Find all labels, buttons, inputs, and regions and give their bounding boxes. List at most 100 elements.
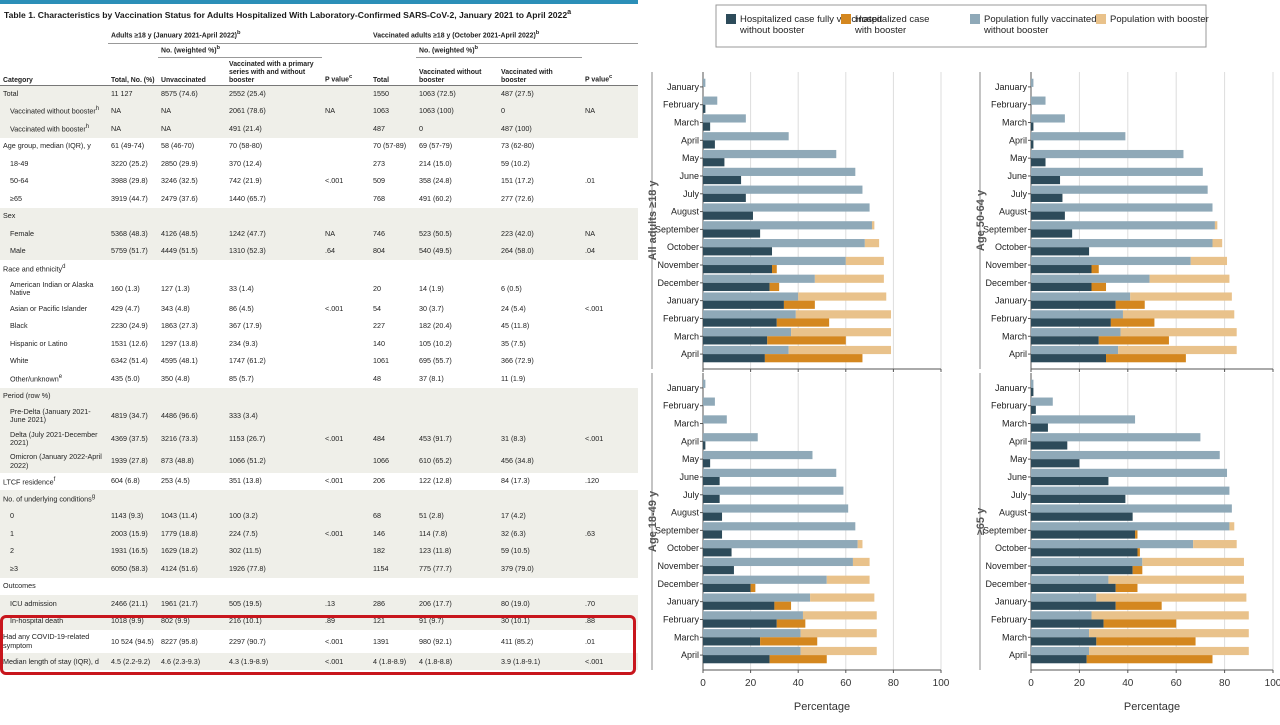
month-tick-label: September — [983, 224, 1027, 234]
table-cell: 1550 — [370, 85, 417, 103]
month-tick-label: March — [1002, 331, 1027, 341]
table-cell: 206 (17.7) — [416, 595, 499, 613]
month-tick-label: July — [683, 189, 700, 199]
table-cell: 206 — [373, 476, 386, 486]
bar-hospitalized-no-booster — [1031, 494, 1126, 503]
table-cell: .64 — [322, 242, 371, 260]
table-cell: 343 (4.8) — [161, 303, 190, 313]
table-cell: 491 (60.2) — [419, 193, 452, 203]
table-cell: .63 — [582, 525, 639, 543]
bar-hospitalized-no-booster — [703, 211, 753, 220]
bar-hospitalized-no-booster — [1031, 405, 1036, 414]
table-cell: 140 — [373, 338, 386, 348]
table-row: Age group, median (IQR), y 61 (49-74) 58 (… — [0, 138, 638, 156]
table-row: Asian or Pacific Islander 429 (4.7) 343 (4… — [0, 300, 638, 318]
table-cell: 33 (1.4) — [229, 283, 254, 293]
month-tick-label: June — [1007, 472, 1027, 482]
bar-hospitalized-no-booster — [1031, 175, 1061, 185]
legend-label: Population fully vaccinated without boost… — [983, 14, 1097, 36]
bar-hospitalized-no-booster — [1031, 476, 1109, 486]
x-tick-label: 100 — [1265, 678, 1280, 689]
table-cell: 1154 — [370, 560, 417, 578]
footnote-mark: b — [216, 44, 221, 51]
month-tick-label: October — [667, 543, 699, 553]
x-tick-label: 20 — [745, 678, 757, 689]
bar-population-booster — [1193, 540, 1237, 549]
table-cell: 1066 — [370, 450, 417, 473]
footnote-mark: d — [62, 263, 66, 270]
bar-hospitalized-booster — [1115, 300, 1145, 309]
table-cell — [498, 490, 583, 508]
table-cell: 59 (10.2) — [501, 158, 530, 168]
row-label: ICU admission — [0, 595, 108, 613]
table-cell: 491 (21.4) — [226, 120, 322, 138]
table-cell: 227 — [373, 321, 386, 331]
chart-panel: January February March April May June July Augu… — [975, 373, 1280, 713]
table-cell — [582, 85, 639, 103]
table-row: Pre-Delta (January 2021-June 2021) 4819 (… — [0, 405, 639, 428]
row-label: 0 — [0, 507, 108, 526]
bar-population-booster — [852, 557, 870, 567]
bar-hospitalized-booster — [1132, 566, 1143, 575]
table-row: 18-49 3220 (25.2) 2850 (29.9) 370 (12.4) 273… — [0, 155, 638, 173]
table-title: Table 1. Characteristics by Vaccination … — [4, 8, 571, 20]
month-tick-label: November — [985, 260, 1027, 270]
table-cell: 151 (17.2) — [501, 176, 534, 186]
column-header: Category — [0, 57, 108, 86]
footnote-mark: c — [349, 74, 353, 81]
table-cell: 2552 (25.4) — [226, 85, 322, 103]
table-cell: 32 (6.3) — [498, 525, 583, 543]
subgroup-header-right: No. (weighted %)b — [416, 43, 583, 58]
table-cell: 505 (19.5) — [226, 595, 322, 613]
table-cell: 3216 (73.3) — [158, 427, 226, 451]
stacked-bar-charts: Hospitalized case fully vaccinated withou… — [647, 4, 1280, 713]
footnote-mark: b — [535, 29, 540, 36]
bar-population-no-booster — [1031, 292, 1131, 301]
table-cell: 68 — [370, 507, 417, 526]
bar-population-no-booster — [1031, 468, 1228, 477]
bar-population-booster — [814, 274, 884, 283]
table-cell: 123 (11.8) — [416, 542, 499, 561]
bar-hospitalized-booster — [1137, 548, 1140, 557]
table-cell: .13 — [322, 595, 371, 613]
bar-population-no-booster — [1031, 78, 1034, 87]
month-tick-label: April — [1009, 349, 1027, 359]
table-cell — [108, 387, 158, 406]
bar-hospitalized-booster — [1091, 282, 1107, 292]
month-tick-label: January — [995, 296, 1028, 306]
table-cell: 540 (49.5) — [416, 242, 499, 260]
table-cell: 5759 (51.7) — [108, 242, 158, 260]
panel-label: All adults ≥18 y — [647, 180, 659, 261]
group-header-left: Adults ≥18 y (January 2021-April 2022)b — [108, 27, 371, 44]
table-cell — [582, 387, 639, 406]
x-tick-label: 40 — [793, 678, 805, 689]
table-cell: 3.9 (1.8-9.1) — [498, 652, 583, 671]
month-tick-label: December — [657, 278, 699, 288]
row-label: Period (row %) — [0, 387, 108, 406]
bar-population-no-booster — [703, 292, 799, 301]
footnote-mark: c — [609, 74, 613, 81]
month-tick-label: July — [1011, 189, 1028, 199]
bar-hospitalized-booster — [760, 637, 818, 646]
table-cell: 6050 (58.3) — [108, 560, 158, 578]
table-cell: 604 (6.8) — [111, 476, 140, 486]
table-cell — [158, 207, 226, 225]
bar-hospitalized-no-booster — [703, 566, 734, 575]
bar-hospitalized-no-booster — [1031, 655, 1087, 664]
group-header-right: Vaccinated adults ≥18 y (October 2021-Ap… — [370, 27, 639, 44]
bar-hospitalized-no-booster — [1031, 211, 1065, 220]
bar-population-booster — [791, 328, 892, 337]
table-cell: 1629 (18.2) — [158, 542, 226, 561]
bar-population-no-booster — [1031, 239, 1213, 248]
bar-population-no-booster — [1031, 274, 1150, 283]
bar-population-booster — [871, 221, 875, 230]
bar-hospitalized-no-booster — [703, 459, 711, 468]
table-cell: 1066 (51.2) — [226, 450, 322, 473]
row-label: Age group, median (IQR), y — [3, 141, 91, 151]
bar-hospitalized-booster — [769, 655, 827, 664]
bar-hospitalized-no-booster — [1031, 601, 1116, 610]
table-cell — [322, 405, 371, 428]
bar-population-booster — [1096, 593, 1247, 602]
month-tick-label: March — [674, 118, 699, 128]
bar-population-no-booster — [703, 522, 856, 531]
